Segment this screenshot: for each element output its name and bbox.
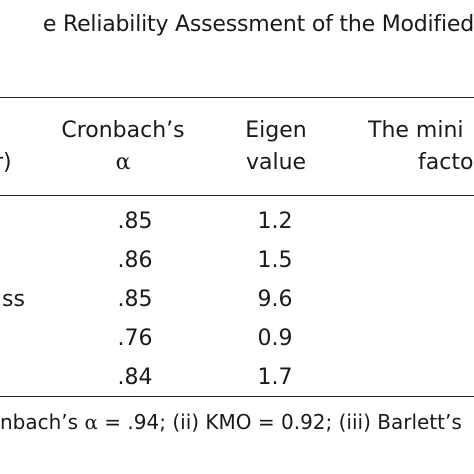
table-footnote: nbach’s α = .94; (ii) KMO = 0.92; (iii) …	[0, 410, 462, 434]
table-bottom-rule	[0, 396, 474, 397]
table-caption: e Reliability Assessment of the Modified	[42, 12, 474, 37]
header-value-label: value	[245, 150, 307, 175]
alpha-value: .86	[117, 248, 153, 273]
eigen-value: 1.5	[257, 248, 293, 273]
table-top-rule	[0, 97, 474, 98]
header-eigen-label: Eigen	[245, 118, 307, 143]
alpha-value: .84	[117, 365, 153, 390]
header-alpha-symbol: α	[115, 150, 131, 175]
header-variable-fragment: r)	[0, 150, 12, 175]
row-label: ss	[2, 287, 25, 312]
header-cronbach-label: Cronbach’s	[61, 118, 185, 143]
eigen-value: 0.9	[257, 326, 293, 351]
header-factor-label: facto	[418, 150, 474, 175]
table-header-rule	[0, 195, 474, 196]
footnote-prefix: nbach’s	[0, 410, 85, 434]
alpha-value: .76	[117, 326, 153, 351]
footnote-alpha-symbol: α	[84, 410, 98, 434]
header-min-factor-label: The mini	[368, 118, 464, 143]
footnote-statistics: = .94; (ii) KMO = 0.92; (iii) Barlett’s	[97, 410, 462, 434]
eigen-value: 1.7	[257, 365, 293, 390]
alpha-value: .85	[117, 209, 153, 234]
eigen-value: 1.2	[257, 209, 293, 234]
eigen-value: 9.6	[257, 287, 293, 312]
alpha-value: .85	[117, 287, 153, 312]
